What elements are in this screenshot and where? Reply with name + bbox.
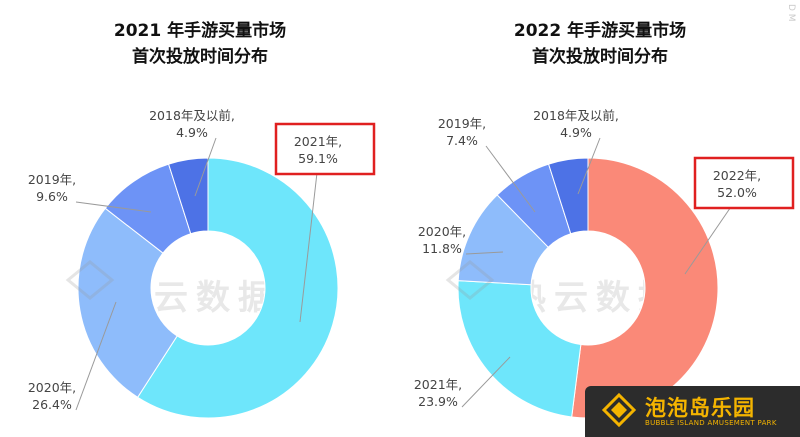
brand-logo: 泡泡岛乐园 BUBBLE ISLAND AMUSEMENT PARK <box>585 386 800 437</box>
side-mark: D M <box>786 4 796 22</box>
leader-line <box>684 197 738 275</box>
slice-value-label: 52.0% <box>717 185 757 200</box>
chart-title-line2: 首次投放时间分布 <box>532 47 668 67</box>
slice-label: 2022年, <box>713 168 761 183</box>
chart-panel-2021: 2021 年手游买量市场 首次投放时间分布 热云数据 2021年, 59.1% 20… <box>0 18 400 419</box>
slice-label: 2018年及以前, <box>149 108 235 123</box>
leader-line <box>299 163 319 323</box>
donut-slice <box>547 157 589 235</box>
slice-value-label: 11.8% <box>422 241 462 256</box>
donut-slice <box>167 157 209 235</box>
slice-label: 2019年, <box>28 172 76 187</box>
leader-line <box>465 251 504 255</box>
bubble-logo-icon <box>601 392 637 428</box>
chart-title: 2022 年手游买量市场 首次投放时间分布 <box>400 18 800 70</box>
slice-label: 2021年, <box>414 377 462 392</box>
leader-line <box>75 201 152 213</box>
chart-title-line1: 2022 年手游买量市场 <box>513 21 687 41</box>
slice-value-label: 9.6% <box>36 189 68 204</box>
watermark-logo-icon <box>65 260 115 300</box>
chart-panel-2022: 2022 年手游买量市场 首次投放时间分布 热云数据 2022年, 52.0% 20… <box>400 0 800 437</box>
slice-label: 2020年, <box>28 380 76 395</box>
leader-line <box>75 301 117 411</box>
slice-label: 2020年, <box>418 224 466 239</box>
highlight-box <box>274 122 376 176</box>
chart-title: 2021 年手游买量市场 首次投放时间分布 <box>0 18 400 70</box>
slice-value-label: 4.9% <box>560 125 592 140</box>
leader-line <box>485 145 536 213</box>
slice-label: 2019年, <box>438 116 486 131</box>
highlight-box <box>693 156 795 210</box>
donut-slice <box>457 280 582 418</box>
slice-value-label: 23.9% <box>418 394 458 409</box>
logo-name: 泡泡岛乐园 <box>645 396 755 420</box>
slice-label: 2021年, <box>294 134 342 149</box>
slice-value-label: 7.4% <box>446 133 478 148</box>
slice-value-label: 59.1% <box>298 151 338 166</box>
slice-value-label: 4.9% <box>176 125 208 140</box>
logo-subtitle: BUBBLE ISLAND AMUSEMENT PARK <box>645 419 777 427</box>
watermark-logo-icon <box>445 260 495 300</box>
chart-title-line2: 首次投放时间分布 <box>132 47 268 67</box>
donut-chart-2022: 2022年, 52.0% 2021年, 23.9% 2020年, 11.8% 2019年, 7… <box>414 108 795 419</box>
slice-value-label: 26.4% <box>32 397 72 412</box>
donut-chart-2021: 2021年, 59.1% 2020年, 26.4% 2019年, 9.6% 2018年及以前… <box>28 108 376 419</box>
leader-line <box>461 356 511 408</box>
leader-line <box>577 137 601 195</box>
leader-line <box>194 137 217 197</box>
donut-slice <box>77 207 178 399</box>
donut-slice <box>136 157 339 419</box>
chart-title-line1: 2021 年手游买量市场 <box>113 21 287 41</box>
slice-label: 2018年及以前, <box>533 108 619 123</box>
